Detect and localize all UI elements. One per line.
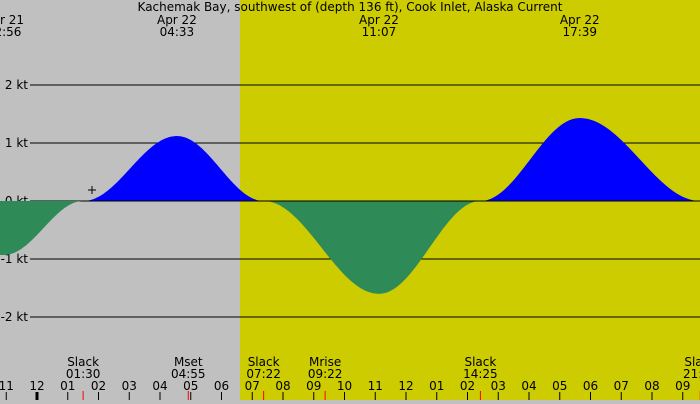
- x-tick-label: 08: [275, 379, 290, 393]
- x-tick-label: 06: [214, 379, 229, 393]
- event-time: 14:25: [463, 367, 498, 381]
- chart-title: Kachemak Bay, southwest of (depth 136 ft…: [138, 0, 563, 14]
- x-tick-label: 07: [245, 379, 260, 393]
- max-current-time: 22:56: [0, 25, 21, 39]
- x-tick-label: 08: [644, 379, 659, 393]
- x-tick-label: 04: [152, 379, 167, 393]
- x-tick-label: 11: [368, 379, 383, 393]
- max-current-day: Apr 22: [359, 13, 399, 27]
- max-current-day: Apr 21: [0, 13, 24, 27]
- x-tick-label: 02: [91, 379, 106, 393]
- y-tick-label: 1 kt: [5, 136, 28, 150]
- x-tick-label: 09: [306, 379, 321, 393]
- max-current-time: 04:33: [160, 25, 195, 39]
- max-current-day: Apr 22: [157, 13, 197, 27]
- x-tick-label: 11: [0, 379, 14, 393]
- x-tick-label: 12: [398, 379, 413, 393]
- y-tick-label: -1 kt: [1, 252, 29, 266]
- event-name: Slack: [67, 355, 99, 369]
- event-name: Slack: [684, 355, 700, 369]
- x-tick-label: 01: [60, 379, 75, 393]
- max-current-time: 17:39: [562, 25, 597, 39]
- x-tick-label: 05: [552, 379, 567, 393]
- y-tick-label: -2 kt: [1, 310, 29, 324]
- max-current-day: Apr 22: [560, 13, 600, 27]
- x-tick-label: 10: [337, 379, 352, 393]
- event-time: 04:55: [171, 367, 206, 381]
- event-time: 01:30: [66, 367, 101, 381]
- max-current-time: 11:07: [362, 25, 397, 39]
- x-tick-label: 09: [675, 379, 690, 393]
- x-tick-label: 04: [521, 379, 536, 393]
- x-tick-label: 12: [29, 379, 44, 393]
- x-tick-label: 05: [183, 379, 198, 393]
- y-tick-label: 2 kt: [5, 78, 28, 92]
- ebb-area: [0, 201, 700, 294]
- x-tick-label: 03: [122, 379, 137, 393]
- event-time: 21:34: [683, 367, 700, 381]
- event-name: Mset: [174, 355, 203, 369]
- event-time: 09:22: [308, 367, 343, 381]
- x-tick-label: 02: [460, 379, 475, 393]
- origin-marker: [88, 186, 96, 194]
- x-tick-label: 01: [429, 379, 444, 393]
- event-name: Slack: [248, 355, 280, 369]
- x-tick-label: 03: [491, 379, 506, 393]
- x-tick-label: 06: [583, 379, 598, 393]
- flood-area: [0, 118, 700, 201]
- x-tick-label: 07: [614, 379, 629, 393]
- event-time: 07:22: [246, 367, 281, 381]
- event-name: Mrise: [309, 355, 341, 369]
- event-name: Slack: [464, 355, 496, 369]
